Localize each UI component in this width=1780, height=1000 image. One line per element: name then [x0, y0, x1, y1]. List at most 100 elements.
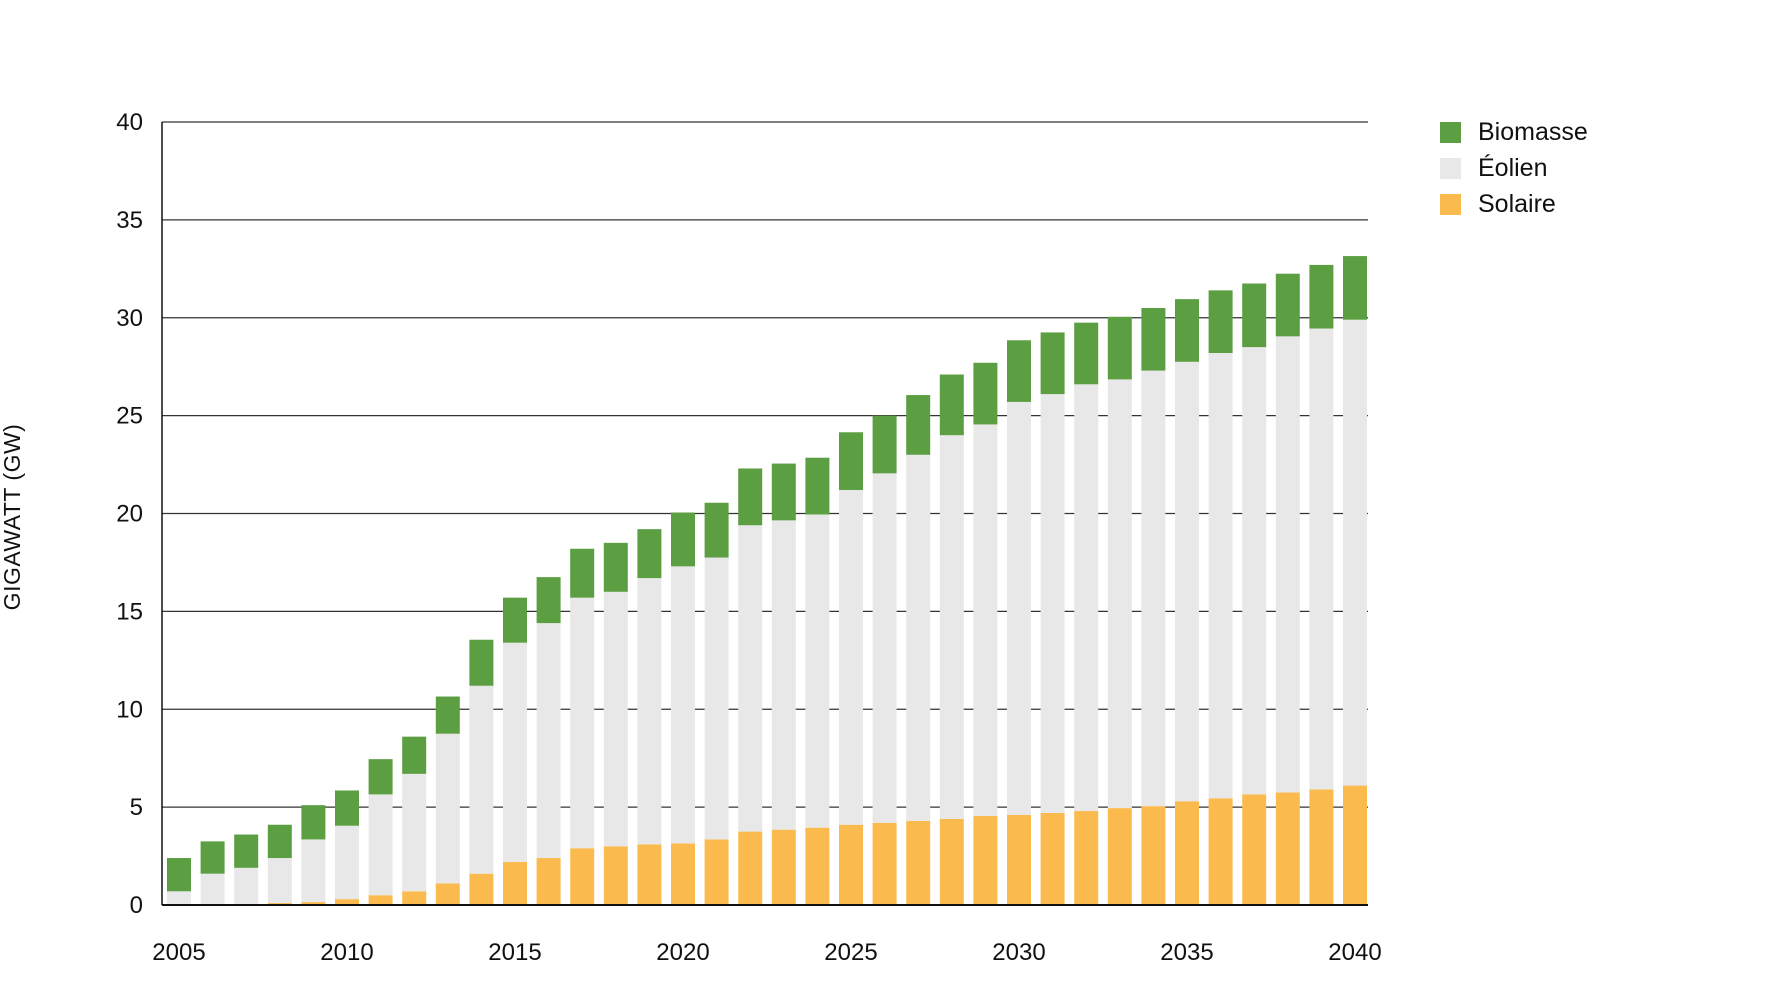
bar-segment-biomasse-2025 [839, 432, 863, 491]
y-tick-label: 40 [116, 109, 143, 136]
legend: Biomasse Éolien Solaire [1440, 114, 1588, 222]
y-tick-labels: 0 5 10 15 20 25 30 35 40 [116, 109, 143, 919]
bar-segment-solaire-2029 [973, 815, 998, 905]
bar-segment-biomasse-2033 [1107, 316, 1132, 380]
bar-segment-solaire-2011 [368, 895, 393, 905]
gridlines [162, 121, 1368, 808]
bar-segment-eolien-2008 [267, 858, 292, 904]
legend-label-biomasse: Biomasse [1478, 117, 1588, 146]
bar-segment-eolien-2032 [1074, 384, 1099, 812]
bar-segment-solaire-2019 [637, 844, 662, 905]
bar-segment-solaire-2035 [1175, 801, 1199, 905]
x-tick-label: 2005 [152, 939, 205, 966]
y-tick-label: 5 [130, 794, 143, 821]
bar-segment-eolien-2029 [973, 424, 998, 816]
axes [161, 122, 1368, 906]
bar-segment-biomasse-2010 [335, 790, 359, 826]
legend-label-solaire: Solaire [1478, 189, 1556, 218]
y-tick-label: 35 [116, 207, 143, 234]
bar-segment-solaire-2022 [738, 831, 763, 905]
bar-segment-eolien-2022 [738, 525, 763, 832]
y-axis-label: GIGAWATT (GW) [0, 424, 25, 611]
legend-item-biomasse: Biomasse [1440, 114, 1588, 150]
bar-segment-solaire-2039 [1309, 789, 1334, 905]
bar-segment-biomasse-2035 [1175, 299, 1199, 362]
bar-segment-biomasse-2029 [973, 362, 998, 425]
bar-segment-solaire-2009 [301, 902, 326, 905]
bar-segment-eolien-2020 [671, 566, 695, 844]
legend-swatch-solaire [1440, 193, 1461, 215]
bar-segment-biomasse-2030 [1007, 340, 1031, 402]
y-tick-label: 25 [116, 403, 143, 430]
bar-segment-biomasse-2032 [1074, 322, 1099, 385]
bar-segment-eolien-2031 [1040, 394, 1065, 813]
bar-segment-solaire-2025 [839, 824, 863, 905]
bar-segment-eolien-2037 [1242, 347, 1267, 795]
bar-segment-solaire-2014 [469, 873, 494, 905]
bar-segment-solaire-2017 [570, 848, 595, 905]
legend-item-solaire: Solaire [1440, 186, 1588, 222]
bar-segment-biomasse-2008 [267, 824, 292, 859]
bar-segment-eolien-2033 [1107, 379, 1132, 809]
bar-segment-eolien-2039 [1309, 328, 1334, 790]
bar-segment-biomasse-2013 [435, 696, 460, 734]
bar-segment-eolien-2034 [1141, 370, 1166, 807]
bar-segment-solaire-2024 [805, 827, 830, 905]
bar-segment-biomasse-2012 [402, 736, 427, 774]
bar-segment-solaire-2038 [1275, 792, 1300, 905]
bar-segment-biomasse-2021 [704, 502, 729, 558]
legend-label-eolien: Éolien [1478, 153, 1548, 182]
x-tick-label: 2035 [1160, 939, 1213, 966]
bar-segment-biomasse-2020 [671, 512, 695, 567]
bar-segment-biomasse-2017 [570, 548, 595, 598]
bar-segment-eolien-2035 [1175, 361, 1199, 802]
x-tick-label: 2025 [824, 939, 877, 966]
bar-segment-solaire-2015 [503, 861, 527, 905]
bar-segment-solaire-2037 [1242, 794, 1267, 905]
bar-segment-eolien-2006 [200, 873, 225, 905]
bar-segment-biomasse-2026 [872, 415, 897, 474]
bar-segment-biomasse-2014 [469, 639, 494, 686]
bar-segment-solaire-2032 [1074, 811, 1099, 905]
bar-segment-eolien-2036 [1208, 352, 1233, 799]
bar-segment-biomasse-2007 [234, 834, 259, 868]
bar-segment-biomasse-2016 [536, 577, 561, 624]
bar-segment-biomasse-2039 [1309, 264, 1334, 329]
bar-segment-solaire-2028 [939, 818, 964, 905]
bar-segment-solaire-2018 [603, 846, 628, 905]
bar-segment-eolien-2012 [402, 773, 427, 892]
y-tick-label: 10 [116, 696, 143, 723]
bar-segment-biomasse-2037 [1242, 283, 1267, 348]
bar-segment-eolien-2015 [503, 642, 527, 862]
x-tick-label: 2040 [1328, 939, 1381, 966]
bar-segment-solaire-2013 [435, 883, 460, 905]
bar-segment-biomasse-2006 [200, 841, 225, 874]
bar-segment-solaire-2036 [1208, 798, 1233, 905]
bar-segment-eolien-2025 [839, 490, 863, 825]
bar-segment-solaire-2033 [1107, 808, 1132, 905]
y-tick-label: 0 [130, 892, 143, 919]
bar-segment-eolien-2027 [906, 454, 931, 821]
bar-segment-eolien-2007 [234, 867, 259, 905]
legend-swatch-eolien [1440, 157, 1461, 179]
legend-swatch-biomasse [1440, 121, 1461, 143]
bar-segment-biomasse-2031 [1040, 332, 1065, 395]
bar-segment-eolien-2030 [1007, 401, 1031, 815]
bar-segment-biomasse-2027 [906, 395, 931, 455]
bar-segment-eolien-2023 [771, 520, 796, 830]
bar-segment-biomasse-2024 [805, 457, 830, 515]
x-tick-labels: 2005 2010 2015 2020 2025 2030 2035 2040 [152, 939, 1381, 966]
x-tick-label: 2030 [992, 939, 1045, 966]
bar-segment-biomasse-2023 [771, 463, 796, 521]
bar-segment-eolien-2016 [536, 623, 561, 859]
bar-segment-eolien-2005 [167, 891, 191, 905]
bar-segment-biomasse-2040 [1343, 256, 1367, 320]
bar-segment-eolien-2019 [637, 578, 662, 845]
bar-segment-solaire-2020 [671, 843, 695, 905]
bar-segment-eolien-2028 [939, 435, 964, 819]
bar-segment-eolien-2026 [872, 473, 897, 823]
bar-segment-solaire-2040 [1343, 785, 1367, 905]
bar-segment-biomasse-2034 [1141, 307, 1166, 371]
bar-segment-eolien-2018 [603, 591, 628, 847]
